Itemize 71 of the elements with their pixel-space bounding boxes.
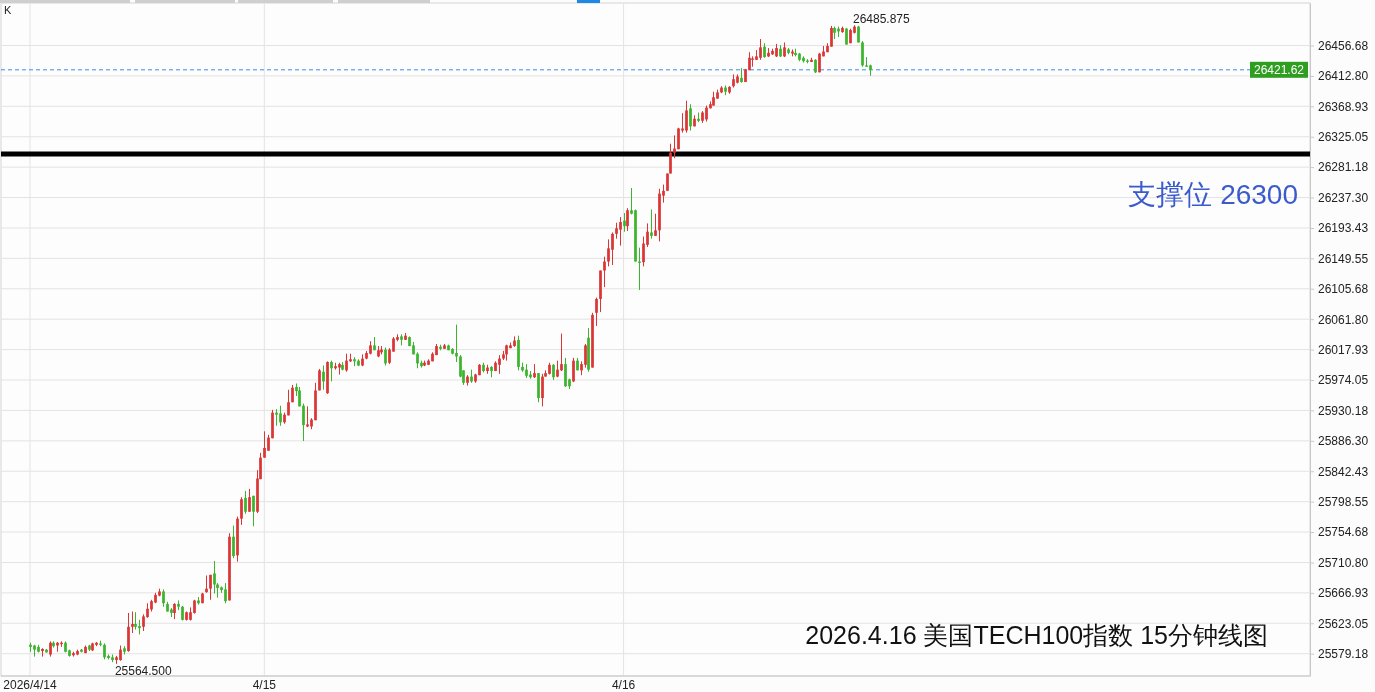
- candlestick: [642, 236, 645, 267]
- candlestick: [244, 490, 247, 515]
- x-tick-label: 2026/4/14: [3, 678, 58, 692]
- y-tick-label: 26456.68: [1318, 38, 1369, 53]
- candlestick: [759, 38, 762, 61]
- candlestick: [611, 231, 614, 266]
- y-tick-label: 25798.55: [1318, 494, 1369, 509]
- candlestick: [455, 324, 458, 363]
- candlestick: [224, 582, 227, 604]
- y-tick-label: 25666.93: [1318, 586, 1369, 601]
- candlestick: [240, 496, 243, 526]
- y-tick-label: 25886.30: [1318, 434, 1369, 449]
- candlestick: [541, 373, 544, 407]
- y-tick-label: 26325.05: [1318, 130, 1369, 145]
- candlestick: [213, 560, 216, 595]
- candlestick: [384, 346, 387, 366]
- candlestick: [654, 213, 657, 237]
- candlestick: [252, 495, 255, 527]
- y-tick-label: 26149.55: [1318, 251, 1369, 266]
- y-tick-label: 25974.05: [1318, 373, 1369, 388]
- candlestick: [287, 389, 290, 416]
- candlestick: [623, 212, 626, 233]
- ref-line-label: 支撑位 26300: [1128, 179, 1298, 211]
- candlestick: [560, 333, 563, 372]
- y-tick-label: 25930.18: [1318, 403, 1369, 418]
- candlestick: [345, 353, 348, 373]
- y-tick-label: 26281.18: [1318, 160, 1369, 175]
- candlestick: [232, 525, 235, 559]
- annotation: 25564.500: [114, 663, 172, 678]
- y-tick-label: 25579.18: [1318, 647, 1369, 662]
- annotation: 26485.875: [853, 12, 911, 27]
- candlestick: [572, 357, 575, 383]
- candlestick: [607, 238, 610, 267]
- text: 2026.4.16 美国TECH100指数 15分钟线图: [805, 621, 1268, 649]
- candlestick: [626, 207, 629, 232]
- y-tick-label: 26105.68: [1318, 282, 1369, 297]
- candlestick: [603, 256, 606, 288]
- candlestick: [689, 103, 692, 132]
- y-tick-label: 26368.93: [1318, 99, 1369, 114]
- candlestick: [673, 134, 676, 159]
- y-tick-label: 26017.93: [1318, 342, 1369, 357]
- candlestick: [669, 143, 672, 174]
- y-tick-label: 26193.43: [1318, 221, 1369, 236]
- candlestick: [619, 216, 622, 247]
- ref-line-label: 26421.62: [1253, 62, 1305, 77]
- candlestick: [498, 354, 501, 375]
- y-tick-label: 26061.80: [1318, 312, 1369, 327]
- x-tick-label: 4/15: [252, 678, 277, 692]
- y-tick-label: 25754.68: [1318, 525, 1369, 540]
- y-tick-label: 26237.30: [1318, 190, 1369, 205]
- candlestick: [685, 100, 688, 134]
- candlestick: [595, 297, 598, 327]
- y-tick-label: 26412.80: [1318, 69, 1369, 84]
- y-tick-label: 25623.05: [1318, 616, 1369, 631]
- candlestick: [302, 403, 305, 442]
- candlestick: [322, 364, 325, 391]
- candlestick: [263, 430, 266, 459]
- candlestick: [330, 360, 333, 382]
- candlestick: [209, 574, 212, 601]
- y-tick-label: 25842.43: [1318, 464, 1369, 479]
- y-tick-label: 25710.80: [1318, 555, 1369, 570]
- candlestick: [306, 405, 309, 428]
- candlestick: [279, 405, 282, 427]
- candlestick: [650, 209, 653, 240]
- candlestick: [248, 488, 251, 513]
- candlestick: [751, 55, 754, 68]
- text: K: [4, 4, 12, 16]
- candlestick: [584, 343, 587, 369]
- x-tick-label: 4/16: [611, 678, 636, 692]
- candlestick: [564, 357, 567, 388]
- candlestick: [861, 40, 864, 68]
